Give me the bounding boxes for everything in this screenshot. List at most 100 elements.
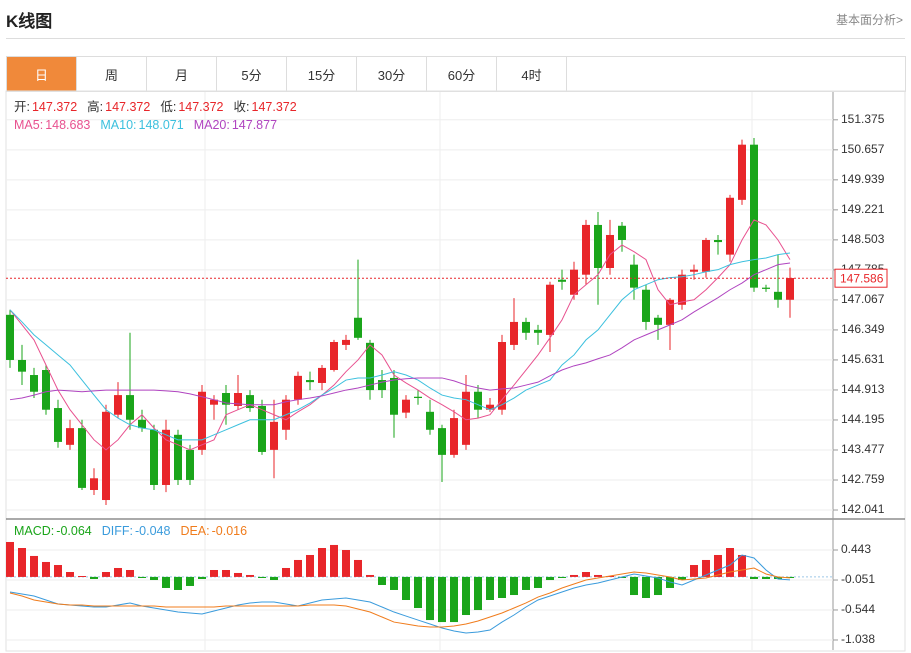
candle-body — [654, 317, 662, 325]
macd-bar — [330, 544, 338, 577]
candle-body — [66, 428, 74, 445]
candle-body — [186, 449, 194, 480]
macd-line — [9, 567, 791, 628]
legend-value: -0.064 — [56, 524, 92, 538]
candle-body — [666, 299, 674, 325]
macd-bar — [138, 576, 146, 579]
macd-bar — [150, 576, 158, 581]
legend-name: DIFF: — [101, 524, 133, 538]
candle-body — [606, 234, 614, 269]
candle-body — [786, 278, 794, 300]
candle-body — [486, 404, 494, 410]
candle-body — [330, 341, 338, 371]
period-tab[interactable]: 周 — [77, 57, 147, 91]
y-tick-label: -0.051 — [841, 572, 875, 586]
candle-body — [594, 224, 602, 269]
period-tab[interactable]: 月 — [147, 57, 217, 91]
candle-body — [102, 411, 110, 501]
macd-bar — [438, 576, 446, 623]
macd-bar — [762, 576, 770, 579]
candle-body — [270, 421, 278, 450]
candle-body — [306, 380, 314, 383]
ohlc-value: 147.372 — [105, 100, 151, 114]
candle-body — [258, 405, 266, 452]
y-tick-label: 144.195 — [841, 412, 885, 426]
candle-body — [174, 434, 182, 480]
header-rule — [6, 38, 905, 39]
candle-body — [390, 377, 398, 415]
chart-frame — [5, 90, 906, 652]
candle-body — [522, 321, 530, 333]
y-tick-label: 148.503 — [841, 232, 885, 246]
candle-body — [438, 428, 446, 455]
period-tab[interactable]: 60分 — [427, 57, 497, 91]
macd-bar — [258, 576, 266, 579]
macd-bar — [198, 576, 206, 579]
candle-body — [42, 370, 50, 410]
candle-body — [630, 264, 638, 288]
period-tab[interactable]: 5分 — [217, 57, 287, 91]
ohlc-label: 开: — [14, 100, 30, 114]
candle-body — [138, 419, 146, 429]
macd-bar — [354, 559, 362, 577]
candle-body — [354, 317, 362, 338]
period-tab[interactable]: 日 — [7, 57, 77, 91]
candle-body — [450, 418, 458, 455]
candle-body — [342, 339, 350, 345]
macd-bar — [630, 576, 638, 596]
macd-bar — [282, 567, 290, 577]
macd-bar — [306, 554, 314, 577]
candle-body — [402, 399, 410, 413]
period-tab[interactable]: 15分 — [287, 57, 357, 91]
macd-bar — [30, 555, 38, 577]
candle-body — [570, 269, 578, 295]
macd-bar — [246, 574, 254, 577]
main-legend: 开: 147.372 高: 147.372 低: 147.372 收: 147.372 MA5:… — [14, 98, 307, 134]
y-tick-label: 145.631 — [841, 352, 885, 366]
y-tick-label: 146.349 — [841, 322, 885, 336]
ohlc-label: 高: — [87, 100, 104, 114]
candle-body — [534, 329, 542, 333]
y-tick-label: 151.375 — [841, 112, 885, 126]
candle-body — [474, 391, 482, 410]
legend-value: -0.048 — [134, 524, 171, 538]
macd-bar — [54, 565, 62, 577]
macd-bar — [102, 572, 110, 577]
candle-body — [6, 314, 14, 360]
candle-body — [546, 284, 554, 335]
macd-bar — [402, 576, 410, 601]
macd-bar — [186, 576, 194, 586]
y-tick-label: 149.221 — [841, 202, 885, 216]
candle-body — [114, 395, 122, 415]
candle-body — [78, 428, 86, 488]
candle-body — [198, 391, 206, 450]
candle-body — [558, 279, 566, 282]
candle-body — [582, 224, 590, 275]
macd-bar — [426, 576, 434, 621]
period-tab[interactable]: 30分 — [357, 57, 427, 91]
macd-bar — [318, 548, 326, 577]
y-tick-label: -1.038 — [841, 632, 875, 646]
candle-body — [294, 375, 302, 400]
legend-value: 148.071 — [138, 118, 184, 132]
legend-value: 147.877 — [231, 118, 278, 132]
candle-body — [426, 411, 434, 430]
macd-bar — [390, 576, 398, 590]
ma-line — [9, 262, 791, 406]
y-tick-label: 0.443 — [841, 542, 871, 556]
macd-bar — [486, 576, 494, 601]
macd-bar — [366, 574, 374, 577]
macd-bar — [174, 576, 182, 590]
candle-body — [414, 396, 422, 399]
candle-body — [618, 225, 626, 240]
macd-bar — [6, 541, 14, 577]
macd-bar — [774, 576, 782, 579]
period-tab[interactable]: 4时 — [497, 57, 567, 91]
fundamental-link[interactable]: 基本面分析> — [835, 13, 903, 27]
macd-bar — [126, 569, 134, 577]
macd-bar — [594, 574, 602, 577]
macd-bar — [450, 576, 458, 623]
candle-body — [318, 367, 326, 383]
candle-body — [462, 391, 470, 445]
